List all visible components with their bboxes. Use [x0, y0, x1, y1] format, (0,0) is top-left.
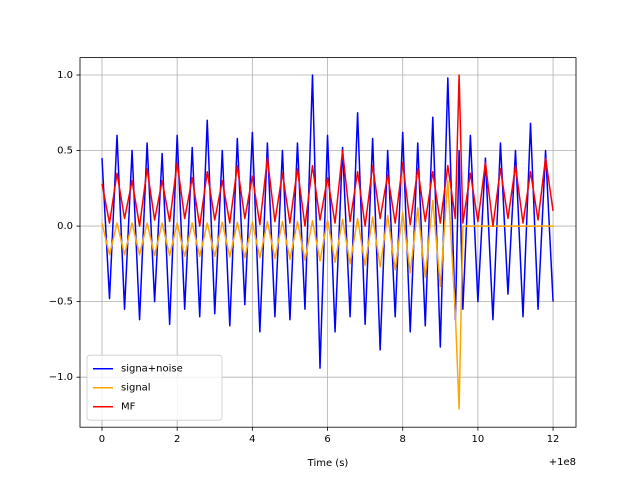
y-tick-label: −1.0	[49, 372, 73, 383]
x-tick-label: 12	[547, 434, 560, 445]
ticks: 0 2 4 6 8 10 12 −1.0 −0.5 0.0 0.5 1.0	[49, 70, 560, 445]
x-offset-label: +1e8	[549, 457, 576, 468]
x-tick-label: 2	[174, 434, 180, 445]
y-tick-label: 0.5	[57, 146, 73, 157]
x-axis-label: Time (s)	[307, 458, 349, 469]
x-tick-label: 0	[99, 434, 105, 445]
legend-label: MF	[121, 402, 136, 413]
plot-area	[101, 74, 554, 410]
series-line	[101, 74, 554, 369]
x-tick-label: 6	[324, 434, 330, 445]
legend-box	[86, 354, 223, 421]
axes-frame	[79, 57, 577, 428]
y-tick-label: 0.0	[57, 221, 73, 232]
x-tick-label: 10	[472, 434, 485, 445]
y-tick-label: 1.0	[57, 70, 73, 81]
x-tick-label: 8	[400, 434, 406, 445]
legend-label: signal	[121, 383, 151, 394]
legend-label: signa+noise	[121, 364, 183, 375]
legend: signa+noise signal MF	[86, 354, 223, 421]
series-line	[101, 179, 554, 410]
series-line	[101, 74, 554, 227]
x-tick-label: 4	[249, 434, 255, 445]
y-tick-label: −0.5	[49, 297, 73, 308]
